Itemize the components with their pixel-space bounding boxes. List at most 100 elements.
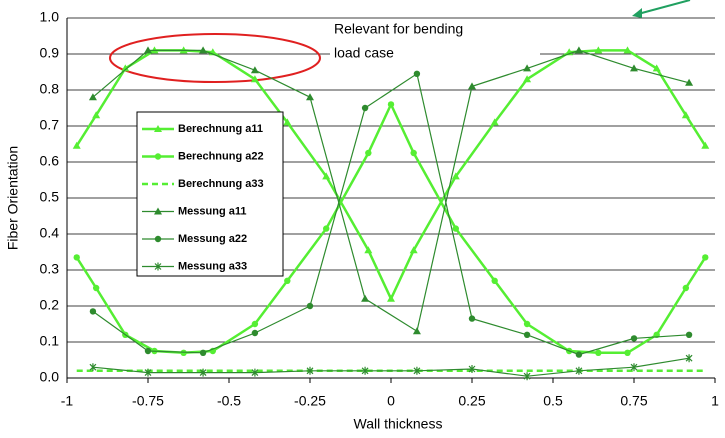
x-tick-label: 1 — [711, 393, 719, 409]
marker — [413, 70, 421, 78]
marker — [154, 262, 162, 271]
series-line — [92, 357, 690, 377]
marker — [73, 254, 80, 261]
marker — [92, 284, 100, 292]
marker — [154, 235, 162, 243]
y-tick-label: 0.4 — [40, 225, 60, 241]
marker — [92, 111, 101, 119]
marker — [623, 46, 632, 54]
y-tick-label: 0.0 — [40, 369, 60, 385]
arrow-head — [632, 8, 642, 18]
marker — [180, 349, 187, 356]
marker — [306, 366, 314, 375]
marker — [306, 302, 314, 310]
marker — [701, 141, 710, 149]
marker — [251, 320, 259, 328]
marker — [154, 125, 162, 132]
marker — [306, 93, 314, 101]
marker — [451, 172, 460, 180]
marker — [523, 372, 531, 381]
marker — [468, 315, 476, 322]
marker — [523, 64, 532, 72]
marker — [154, 207, 162, 215]
marker — [121, 64, 130, 72]
marker — [88, 93, 97, 101]
y-tick-label: 0.2 — [40, 297, 60, 313]
marker — [361, 294, 370, 302]
marker — [365, 149, 372, 157]
marker — [251, 368, 259, 377]
y-tick-label: 0.5 — [40, 189, 60, 205]
marker — [468, 82, 476, 90]
marker — [490, 118, 499, 126]
y-tick-label: 0.9 — [40, 45, 60, 61]
marker — [452, 225, 459, 232]
marker — [523, 320, 531, 328]
marker — [154, 153, 162, 160]
legend-label: Berechnung a11 — [178, 123, 263, 135]
marker — [283, 118, 292, 126]
marker — [630, 64, 638, 72]
x-tick-label: -0.5 — [217, 393, 241, 409]
series-line — [92, 49, 690, 333]
marker — [624, 349, 631, 356]
marker — [364, 246, 373, 254]
marker — [89, 363, 97, 372]
highlight-ellipse — [109, 33, 321, 83]
marker — [144, 347, 152, 355]
marker — [685, 78, 694, 86]
marker — [412, 327, 421, 335]
marker — [199, 349, 207, 356]
marker — [702, 254, 709, 261]
marker — [361, 366, 369, 375]
marker — [685, 354, 693, 363]
marker — [523, 331, 531, 338]
marker — [144, 46, 152, 54]
marker — [323, 225, 330, 232]
y-tick-label: 0.7 — [40, 117, 60, 133]
marker — [575, 366, 583, 375]
y-tick-label: 1.0 — [40, 9, 60, 25]
marker — [630, 335, 638, 342]
annotation-bg — [330, 20, 540, 70]
marker — [685, 331, 693, 338]
x-tick-label: 0.5 — [543, 393, 563, 409]
marker — [468, 365, 476, 373]
marker — [199, 46, 208, 54]
marker — [594, 46, 603, 54]
x-axis-label: Wall thickness — [354, 416, 443, 432]
marker — [595, 349, 602, 356]
legend-label: Berechnung a33 — [178, 178, 264, 190]
marker — [575, 351, 583, 358]
annotation: Relevant for bending — [334, 21, 463, 37]
marker — [284, 277, 291, 284]
marker — [413, 366, 421, 375]
legend-label: Messung a11 — [178, 205, 246, 217]
marker — [681, 111, 690, 119]
marker — [410, 149, 417, 157]
marker — [251, 329, 259, 337]
x-tick-label: 0.25 — [458, 393, 485, 409]
series-line — [92, 72, 690, 356]
x-tick-label: -0.75 — [132, 393, 164, 409]
marker — [491, 277, 498, 284]
x-tick-label: -1 — [61, 393, 74, 409]
legend-label: Messung a22 — [178, 233, 247, 245]
marker — [523, 75, 532, 83]
marker — [630, 363, 638, 372]
arrow — [637, 0, 691, 15]
marker — [409, 246, 418, 254]
marker — [574, 46, 583, 54]
y-tick-label: 0.1 — [40, 333, 60, 349]
y-axis-label: Fiber Orientation — [5, 146, 21, 250]
annotation: load case — [334, 45, 394, 61]
x-tick-label: 0 — [387, 393, 395, 409]
marker — [250, 75, 259, 83]
marker — [387, 294, 395, 302]
marker — [361, 104, 369, 112]
x-tick-label: 0.75 — [620, 393, 647, 409]
y-tick-label: 0.8 — [40, 81, 60, 97]
y-tick-label: 0.3 — [40, 261, 60, 277]
marker — [72, 141, 81, 149]
